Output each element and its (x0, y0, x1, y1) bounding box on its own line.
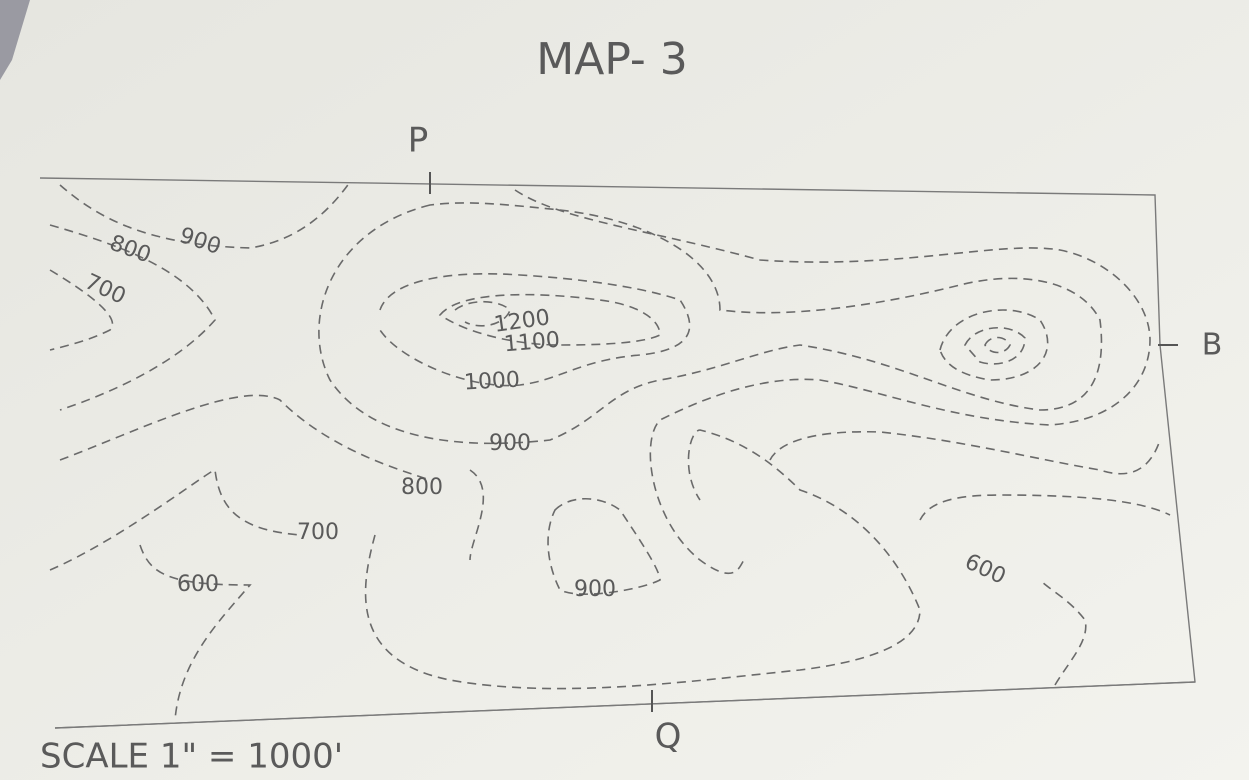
contour-label: 600 (177, 572, 219, 597)
map: MAP- 3 P Q B SCALE 1" = 1000' 900 800 700 1… (0, 0, 1249, 780)
point-label: Q (655, 717, 682, 757)
point-label: B (1202, 328, 1223, 363)
contour-label: 1100 (503, 328, 561, 358)
contour-label: 1000 (463, 368, 520, 396)
paper (0, 0, 1249, 780)
contour-label: 900 (574, 577, 616, 602)
contour-label: 700 (297, 520, 339, 545)
point-label: P (408, 121, 429, 161)
contour-label: 900 (489, 431, 531, 456)
contour-label: 800 (401, 475, 443, 500)
map-title: MAP- 3 (536, 34, 688, 85)
scale-label: SCALE 1" = 1000' (40, 737, 343, 777)
